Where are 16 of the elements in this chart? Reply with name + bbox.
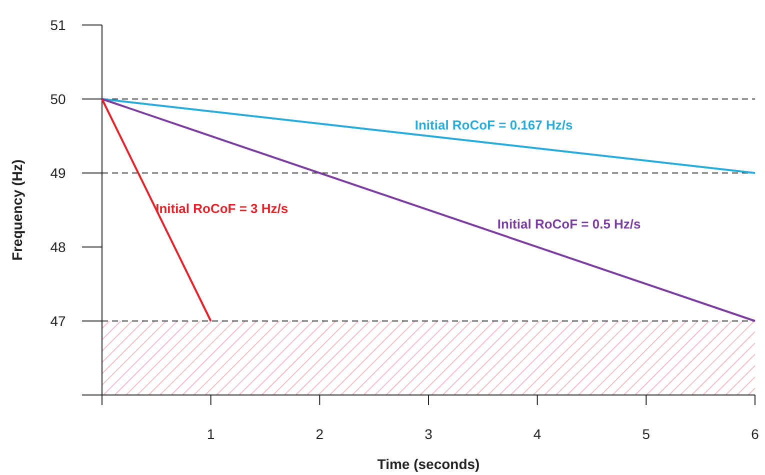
x-axis-title: Time (seconds) xyxy=(377,456,480,472)
series-label: Initial RoCoF = 3 Hz/s xyxy=(156,201,288,216)
y-tick-label: 49 xyxy=(50,165,66,181)
y-tick-label: 47 xyxy=(50,313,66,329)
y-tick-label: 48 xyxy=(50,239,66,255)
y-axis-title: Frequency (Hz) xyxy=(9,159,25,261)
series-label: Initial RoCoF = 0.5 Hz/s xyxy=(497,216,641,232)
x-tick-label: 1 xyxy=(206,426,215,442)
y-tick-label: 50 xyxy=(50,91,66,107)
x-tick-label: 6 xyxy=(751,426,760,442)
x-tick-label: 4 xyxy=(533,426,542,442)
series-label: Initial RoCoF = 0.167 Hz/s xyxy=(414,117,573,132)
x-tick-label: 5 xyxy=(642,426,650,442)
x-tick-label: 3 xyxy=(424,426,433,442)
y-tick-label: 51 xyxy=(50,17,66,33)
x-tick-label: 2 xyxy=(316,426,324,442)
